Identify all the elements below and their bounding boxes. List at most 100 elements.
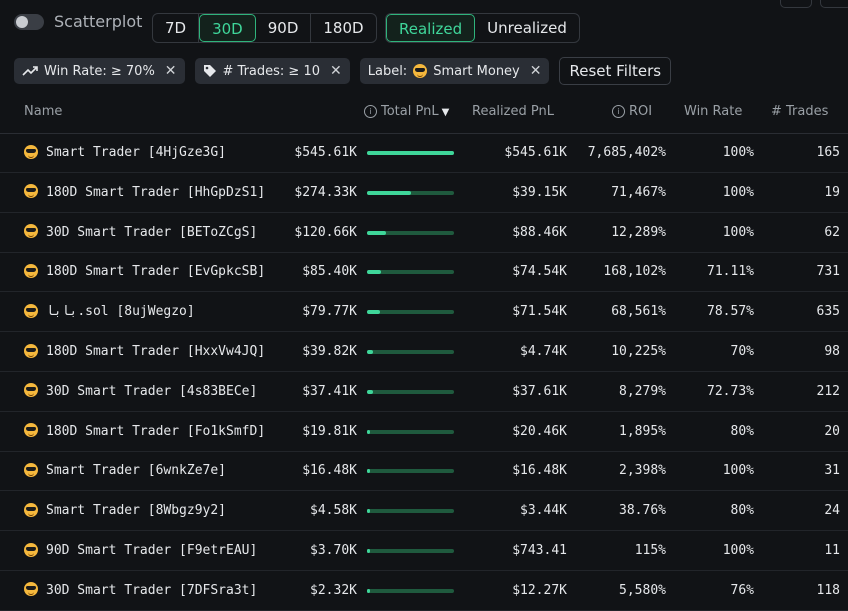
top-toolbar: Scatterplot 7D 30D 90D 180D Realized Unr… xyxy=(0,0,848,50)
win-rate-cell: 80% xyxy=(730,503,754,519)
trader-name[interactable]: 180D Smart Trader [Fo1kSmfD] xyxy=(24,412,265,451)
realized-button[interactable]: Realized xyxy=(386,14,476,42)
win-rate-cell: 100% xyxy=(722,145,754,160)
filter-chip-label[interactable]: Label: Smart Money ✕ xyxy=(359,58,550,84)
table-row[interactable]: 30D Smart Trader [BEToZCgS] $120.66K $88.4… xyxy=(0,213,848,253)
table-row[interactable]: 180D Smart Trader [Fo1kSmfD] $19.81K $20.4… xyxy=(0,412,848,452)
trades-cell: 98 xyxy=(824,344,840,359)
trader-name[interactable]: 180D Smart Trader [HxxVw4JQ] xyxy=(24,332,265,371)
table-row[interactable]: 30D Smart Trader [7DFSra3t] $2.32K $12.27K… xyxy=(0,571,848,611)
table-row[interactable]: 180D Smart Trader [EvGpkcSB] $85.40K $74.5… xyxy=(0,252,848,293)
trader-name[interactable]: 180D Smart Trader [EvGpkcSB] xyxy=(24,252,265,291)
trades-cell: 731 xyxy=(816,264,840,280)
total-pnl-bar-fill xyxy=(367,549,370,553)
period-7d-button[interactable]: 7D xyxy=(153,14,200,42)
realized-pnl-cell: $74.54K xyxy=(512,264,567,280)
period-90d-button[interactable]: 90D xyxy=(256,14,312,42)
table-row[interactable]: 180D Smart Trader [HhGpDzS1] $274.33K $39.… xyxy=(0,173,848,213)
trader-name-label: Smart Trader [6wnkZe7e] xyxy=(46,463,227,479)
win-rate-cell: 100% xyxy=(722,224,754,240)
scatterplot-toggle-group: Scatterplot xyxy=(14,12,142,31)
roi-cell: 12,289% xyxy=(611,224,666,240)
reset-filters-button[interactable]: Reset Filters xyxy=(559,57,672,85)
total-pnl-cell: $4.58K xyxy=(310,503,357,519)
win-rate-cell: 70% xyxy=(730,344,754,359)
unrealized-button[interactable]: Unrealized xyxy=(487,19,567,37)
total-pnl-bar-fill xyxy=(367,230,386,235)
trader-name[interactable]: 30D Smart Trader [4s83BECe] xyxy=(24,372,257,411)
column-header-total-pnl[interactable]: i Total PnL ▼ xyxy=(364,95,449,130)
total-pnl-cell: $120.66K xyxy=(294,224,357,240)
table-row[interactable]: 30D Smart Trader [4s83BECe] $37.41K $37.61… xyxy=(0,372,848,412)
roi-cell: 168,102% xyxy=(603,264,666,280)
total-pnl-bar xyxy=(367,429,454,434)
realized-pnl-cell: $4.74K xyxy=(520,344,567,359)
toggle-knob xyxy=(16,15,28,28)
roi-cell: 8,279% xyxy=(619,383,666,399)
period-30d-button[interactable]: 30D xyxy=(199,14,256,42)
column-header-realized-pnl[interactable]: Realized PnL xyxy=(472,104,554,119)
sunglasses-emoji-icon xyxy=(24,303,38,318)
filter-chip-win-rate[interactable]: Win Rate: ≥ 70% ✕ xyxy=(14,58,185,84)
column-header-win-rate[interactable]: Win Rate xyxy=(684,104,743,119)
period-180d-button[interactable]: 180D xyxy=(323,19,364,37)
column-header-label: Total PnL xyxy=(381,104,439,119)
toolbar-button-left[interactable] xyxy=(780,0,812,8)
total-pnl-bar xyxy=(367,270,454,275)
trader-name-label: 180D Smart Trader [EvGpkcSB] xyxy=(46,264,266,280)
scatterplot-toggle[interactable] xyxy=(14,13,44,30)
trades-cell: 19 xyxy=(824,184,840,200)
realized-pnl-cell: $16.48K xyxy=(512,463,567,479)
table-row[interactable]: بابا.sol [8ujWegzo] $79.77K $71.54K 68,561%… xyxy=(0,292,848,333)
total-pnl-bar xyxy=(367,549,454,553)
win-rate-cell: 78.57% xyxy=(707,304,754,320)
trader-name-label: 90D Smart Trader [F9etrEAU] xyxy=(46,543,258,558)
table-row[interactable]: Smart Trader [4HjGze3G] $545.61K $545.61K 7… xyxy=(0,133,848,173)
info-icon[interactable]: i xyxy=(612,105,625,118)
filter-chip-prefix: Label: xyxy=(367,63,408,79)
table-row[interactable]: Smart Trader [8Wbgz9y2] $4.58K $3.44K 38.76… xyxy=(0,491,848,532)
close-icon[interactable]: ✕ xyxy=(330,63,342,79)
trader-name[interactable]: 30D Smart Trader [7DFSra3t] xyxy=(24,571,257,610)
trader-name[interactable]: Smart Trader [6wnkZe7e] xyxy=(24,451,226,490)
realized-pnl-cell: $12.27K xyxy=(512,582,567,598)
trader-name[interactable]: Smart Trader [4HjGze3G] xyxy=(24,133,226,172)
column-header-trades[interactable]: # Trades xyxy=(771,104,829,119)
filter-bar: Win Rate: ≥ 70% ✕ # Trades: ≥ 10 ✕ Label… xyxy=(14,57,672,85)
trader-name[interactable]: 90D Smart Trader [F9etrEAU] xyxy=(24,531,257,570)
sunglasses-emoji-icon xyxy=(24,144,38,159)
trader-name[interactable]: 30D Smart Trader [BEToZCgS] xyxy=(24,213,257,252)
table-row[interactable]: Smart Trader [6wnkZe7e] $16.48K $16.48K 2,3… xyxy=(0,451,848,492)
roi-cell: 5,580% xyxy=(619,582,666,598)
realized-pnl-cell: $71.54K xyxy=(512,304,567,320)
trader-name[interactable]: 180D Smart Trader [HhGpDzS1] xyxy=(24,173,265,212)
trader-name-label: 180D Smart Trader [Fo1kSmfD] xyxy=(46,423,266,439)
toolbar-button-right[interactable] xyxy=(820,0,848,8)
total-pnl-cell: $16.48K xyxy=(302,463,357,479)
total-pnl-bar xyxy=(367,190,454,195)
trades-cell: 62 xyxy=(824,224,840,240)
pnl-mode-selector: Realized Unrealized xyxy=(385,13,580,43)
realized-pnl-cell: $743.41 xyxy=(512,543,567,558)
win-rate-cell: 100% xyxy=(722,543,754,558)
table-header: Name i Total PnL ▼ Realized PnL i ROI Win R… xyxy=(0,95,848,134)
column-header-roi[interactable]: i ROI xyxy=(612,95,652,129)
table-row[interactable]: 90D Smart Trader [F9etrEAU] $3.70K $743.41… xyxy=(0,531,848,571)
trader-name-label: 180D Smart Trader [HxxVw4JQ] xyxy=(46,344,266,359)
trader-name[interactable]: Smart Trader [8Wbgz9y2] xyxy=(24,491,226,530)
sunglasses-emoji-icon xyxy=(24,582,38,597)
table-row[interactable]: 180D Smart Trader [HxxVw4JQ] $39.82K $4.74… xyxy=(0,332,848,372)
close-icon[interactable]: ✕ xyxy=(164,63,177,79)
info-icon[interactable]: i xyxy=(364,105,377,118)
roi-cell: 71,467% xyxy=(611,184,666,200)
filter-chip-trades[interactable]: # Trades: ≥ 10 ✕ xyxy=(194,58,350,84)
total-pnl-cell: $3.70K xyxy=(310,543,357,558)
trader-name[interactable]: بابا.sol [8ujWegzo] xyxy=(24,292,195,331)
roi-cell: 2,398% xyxy=(619,463,666,479)
trades-cell: 24 xyxy=(824,503,840,519)
sort-desc-icon: ▼ xyxy=(441,107,450,118)
column-header-name[interactable]: Name xyxy=(24,104,63,119)
close-icon[interactable]: ✕ xyxy=(529,63,542,79)
sunglasses-emoji-icon xyxy=(24,224,38,239)
trades-cell: 20 xyxy=(824,423,840,439)
